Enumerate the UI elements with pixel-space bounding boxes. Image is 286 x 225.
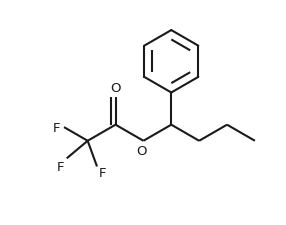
Text: O: O (136, 144, 147, 157)
Text: F: F (99, 166, 107, 179)
Text: F: F (52, 121, 60, 134)
Text: F: F (57, 160, 65, 173)
Text: O: O (110, 82, 121, 95)
